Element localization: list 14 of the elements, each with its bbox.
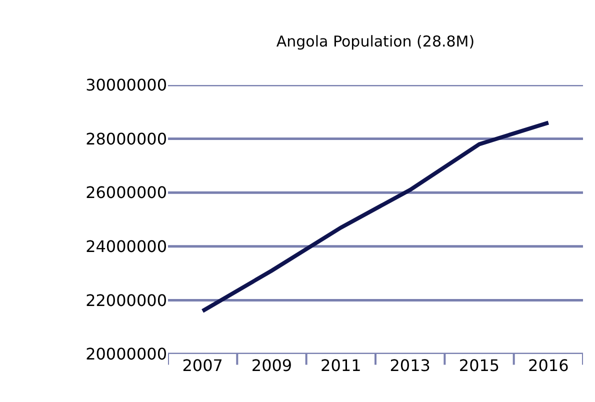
x-tick-label: 2011 <box>320 356 362 375</box>
y-tick-label: 28000000 <box>86 129 167 148</box>
x-tick-label: 2007 <box>182 356 223 375</box>
chart-title: Angola Population (28.8M) <box>276 32 475 51</box>
y-tick-label: 24000000 <box>86 237 167 256</box>
x-tick-label: 2015 <box>458 356 500 375</box>
y-tick-label: 20000000 <box>86 344 167 364</box>
y-tick-label: 26000000 <box>86 183 167 202</box>
x-tick-label: 2009 <box>251 356 292 375</box>
x-tick-label: 2016 <box>528 356 569 375</box>
x-tick-label: 2013 <box>390 356 430 375</box>
line-series <box>200 120 550 313</box>
y-tick-label: 30000000 <box>86 76 167 95</box>
y-tick-label: 22000000 <box>86 290 167 310</box>
